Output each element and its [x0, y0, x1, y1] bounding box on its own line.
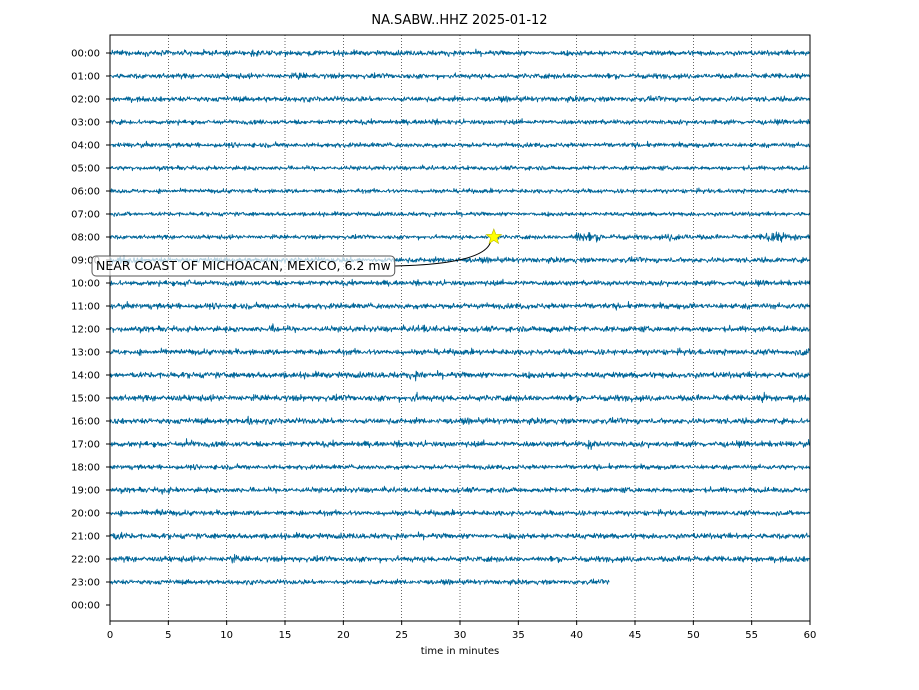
y-tick-label-row-5: 05:00	[71, 164, 100, 175]
trace-row-17	[109, 438, 811, 450]
y-tick-label-row-9: 09:00	[71, 256, 100, 267]
x-tick-label-5: 5	[165, 630, 171, 641]
trace-row-10	[109, 278, 811, 288]
x-tick-label-10: 10	[220, 630, 233, 641]
y-tick-label-row-19: 19:00	[71, 486, 100, 497]
x-tick-label-60: 60	[804, 630, 817, 641]
annotation-connector	[394, 240, 492, 267]
x-tick-label-50: 50	[687, 630, 700, 641]
trace-row-5	[109, 164, 811, 172]
event-annotation: NEAR COAST OF MICHOACAN, MEXICO, 6.2 mw	[91, 228, 503, 277]
y-tick-label-row-15: 15:00	[71, 394, 100, 405]
y-tick-label-row-17: 17:00	[71, 440, 100, 451]
x-tick-label-15: 15	[279, 630, 292, 641]
trace-row-16	[109, 415, 811, 426]
trace-row-1	[109, 72, 811, 81]
y-tick-label-row-0: 00:00	[71, 49, 100, 60]
trace-row-11	[109, 301, 811, 311]
annotation-label: NEAR COAST OF MICHOACAN, MEXICO, 6.2 mw	[96, 258, 391, 273]
y-tick-label-row-14: 14:00	[71, 371, 100, 382]
x-tick-label-20: 20	[337, 630, 350, 641]
trace-row-20	[109, 508, 811, 517]
trace-row-21	[109, 531, 811, 541]
y-tick-label-row-23: 23:00	[71, 578, 100, 589]
x-tick-label-40: 40	[570, 630, 583, 641]
trace-row-14	[109, 369, 811, 382]
trace-layer	[109, 48, 811, 586]
x-tick-label-0: 0	[107, 630, 113, 641]
trace-row-19	[109, 485, 811, 495]
trace-row-12	[109, 323, 811, 334]
x-tick-label-30: 30	[454, 630, 467, 641]
y-tick-label-row-22: 22:00	[71, 555, 100, 566]
trace-row-13	[109, 347, 811, 356]
x-axis-ticks: 0 5 10 15 20 25 30 35 40 45 50 55 60	[107, 621, 817, 641]
y-tick-label-row-16: 16:00	[71, 417, 100, 428]
chart-title: NA.SABW..HHZ 2025-01-12	[371, 13, 547, 28]
x-tick-label-25: 25	[395, 630, 408, 641]
trace-row-7	[109, 210, 811, 218]
trace-row-2	[109, 95, 811, 103]
y-tick-label-row-12: 12:00	[71, 325, 100, 336]
trace-row-6	[109, 187, 811, 195]
y-tick-label-row-1: 01:00	[71, 72, 100, 83]
y-tick-label-row-4: 04:00	[71, 141, 100, 152]
trace-row-3	[109, 118, 811, 126]
trace-row-0	[109, 48, 811, 58]
trace-row-15	[109, 391, 811, 404]
y-tick-label-row-8: 08:00	[71, 233, 100, 244]
trace-row-18	[109, 462, 811, 471]
y-tick-label-row-2: 02:00	[71, 95, 100, 106]
x-axis-label: time in minutes	[421, 646, 500, 657]
x-tick-label-55: 55	[745, 630, 758, 641]
y-tick-label-row-6: 06:00	[71, 187, 100, 198]
annotation-box	[91, 255, 396, 277]
y-tick-label-row-7: 07:00	[71, 210, 100, 221]
y-tick-label-row-20: 20:00	[71, 509, 100, 520]
trace-row-8	[109, 231, 811, 243]
x-tick-label-45: 45	[629, 630, 642, 641]
y-tick-label-row-11: 11:00	[71, 302, 100, 313]
event-star-marker	[485, 228, 503, 245]
y-tick-label-row-18: 18:00	[71, 463, 100, 474]
y-tick-label-row-21: 21:00	[71, 532, 100, 543]
trace-row-22	[109, 553, 811, 564]
x-tick-label-35: 35	[512, 630, 525, 641]
y-tick-label-row-10: 10:00	[71, 279, 100, 290]
y-tick-label-row-3: 03:00	[71, 118, 100, 129]
y-tick-label-row-24: 00:00	[71, 601, 100, 612]
y-tick-label-row-13: 13:00	[71, 348, 100, 359]
y-axis-ticks: 00:00 01:00 02:00 03:00 04:00 05:00 06:00 07:00…	[71, 49, 110, 612]
trace-row-23	[109, 578, 610, 586]
trace-row-4	[109, 140, 811, 149]
